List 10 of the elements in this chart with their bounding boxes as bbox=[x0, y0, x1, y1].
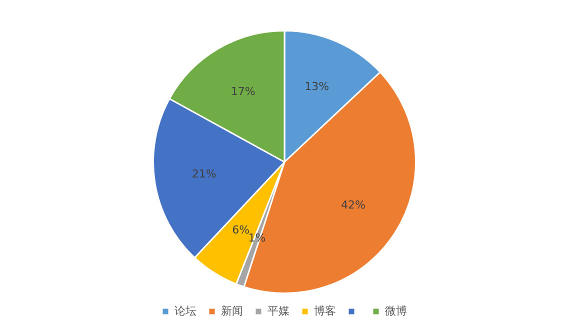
data-label: 21% bbox=[192, 168, 216, 181]
legend-label: 平媒 bbox=[268, 304, 290, 318]
data-label: 17% bbox=[230, 84, 256, 98]
legend-label: 微博 bbox=[385, 304, 407, 318]
data-label: 13% bbox=[304, 80, 330, 94]
legend-label: 论坛 bbox=[174, 304, 196, 318]
data-label: 6% bbox=[232, 224, 250, 237]
data-label: 42% bbox=[340, 198, 366, 212]
legend-label: 新闻 bbox=[221, 304, 243, 318]
legend-label: 博客 bbox=[314, 304, 336, 318]
